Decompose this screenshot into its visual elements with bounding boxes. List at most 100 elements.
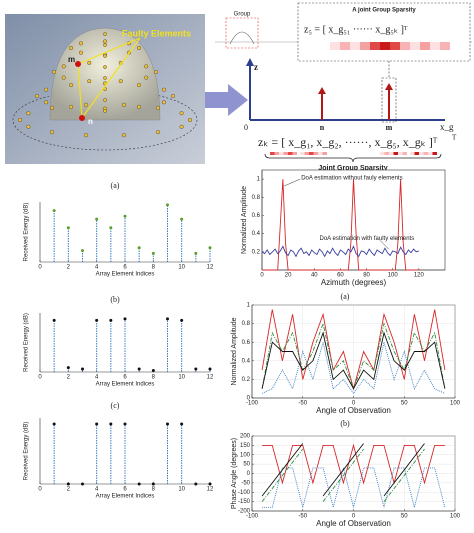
element-dot bbox=[84, 102, 89, 107]
plot-area bbox=[40, 313, 210, 372]
x-tick-label: 0 bbox=[352, 401, 356, 407]
y-axis-label: Received Energy (dB) bbox=[24, 422, 30, 481]
cell bbox=[398, 152, 403, 155]
y-axis-label: Phase Angle (degrees) bbox=[231, 438, 238, 509]
y-tick-label: 0 bbox=[247, 396, 251, 402]
stem-marker bbox=[123, 214, 127, 218]
x-tick-label: 120 bbox=[414, 273, 425, 279]
y-tick-label: 0.8 bbox=[242, 321, 251, 327]
x-tick-label: -100 bbox=[246, 514, 259, 520]
stem-marker bbox=[151, 369, 155, 373]
y-tick-label: 1 bbox=[247, 303, 251, 309]
stem-marker bbox=[137, 246, 141, 250]
x-tick-label: 4 bbox=[95, 487, 99, 493]
group-box bbox=[225, 17, 259, 49]
y-axis-label: Normalized Amplitude bbox=[231, 317, 238, 385]
pointer bbox=[77, 37, 141, 65]
element-dot bbox=[155, 105, 160, 110]
element-dot bbox=[68, 46, 73, 51]
element-dot bbox=[179, 111, 184, 116]
y-tick-label: 0.2 bbox=[242, 377, 251, 383]
x-tick-label: 50 bbox=[401, 514, 408, 520]
x-tick-label: 10 bbox=[178, 375, 185, 381]
stem-marker bbox=[95, 217, 99, 221]
x-tick-label: 40 bbox=[311, 273, 318, 279]
y-tick-label: -50 bbox=[241, 480, 250, 486]
caption: (b) bbox=[110, 295, 120, 304]
annotation-arrow bbox=[379, 239, 389, 250]
x-tick-label: 6 bbox=[123, 375, 127, 381]
x-tick-label: 0 bbox=[260, 273, 264, 279]
stem-marker bbox=[66, 226, 70, 230]
caption: (c) bbox=[111, 401, 120, 410]
x-tick-label: 4 bbox=[95, 265, 99, 271]
element-dot bbox=[103, 98, 107, 102]
y-axis-label: Received Energy (dB) bbox=[24, 203, 30, 262]
joint-caption: Joint Group Sparsity bbox=[318, 165, 387, 172]
element-dot bbox=[87, 79, 92, 84]
series-line bbox=[262, 179, 419, 271]
element-dot bbox=[121, 102, 126, 107]
cell bbox=[428, 152, 433, 155]
brace bbox=[264, 153, 442, 163]
cell bbox=[309, 152, 314, 155]
z5-equation: z₅ = [ x_g₅₁ ······ x_g₅ₖ ]ᵀ bbox=[304, 24, 408, 35]
element-dot bbox=[52, 69, 57, 74]
faulty-label: Faulty Elements bbox=[122, 28, 191, 38]
element-dot bbox=[87, 60, 92, 65]
cell bbox=[270, 152, 275, 155]
y-tick-label: 200 bbox=[240, 434, 251, 440]
arrow bbox=[205, 84, 248, 116]
x-axis-label: Angle of Observation bbox=[316, 519, 391, 528]
x-tick-label: 8 bbox=[152, 487, 156, 493]
x-tick-label: 2 bbox=[67, 487, 71, 493]
xg-label: x_g bbox=[440, 122, 454, 132]
stem-marker bbox=[137, 367, 141, 371]
series-line bbox=[261, 245, 420, 258]
x-tick-label: 12 bbox=[207, 487, 214, 493]
x-tick-label: -100 bbox=[246, 401, 259, 407]
pointer bbox=[81, 37, 141, 119]
y-tick-label: 1 bbox=[257, 177, 261, 183]
x-tick-label: 100 bbox=[450, 401, 461, 407]
cell bbox=[414, 152, 419, 155]
element-dot bbox=[136, 83, 141, 88]
x-tick-label: 8 bbox=[152, 265, 156, 271]
element-dot bbox=[68, 83, 73, 88]
x-tick-label: 20 bbox=[285, 273, 292, 279]
cell bbox=[292, 152, 297, 155]
x-tick-label: 2 bbox=[67, 265, 71, 271]
y-tick-label: 0.6 bbox=[252, 213, 261, 219]
x-axis-label: Angle of Observation bbox=[316, 406, 391, 415]
array-image: Faulty Elements m n bbox=[5, 14, 205, 164]
x-tick-label: 100 bbox=[388, 273, 399, 279]
element-dot bbox=[103, 32, 107, 36]
x-tick-label: 10 bbox=[178, 265, 185, 271]
element-dot bbox=[121, 133, 126, 138]
cell bbox=[340, 42, 350, 50]
stem-marker bbox=[180, 217, 184, 221]
element-dot bbox=[144, 64, 149, 69]
element-dot bbox=[179, 124, 184, 129]
element-dot bbox=[26, 124, 31, 129]
cell bbox=[288, 152, 293, 155]
caption: (a) bbox=[111, 181, 120, 190]
cell bbox=[330, 42, 340, 50]
y-axis-label: Normalized Amplitude bbox=[241, 186, 248, 254]
arrowhead bbox=[318, 87, 326, 94]
faulty-dot bbox=[75, 61, 81, 67]
element-dot bbox=[161, 100, 166, 105]
stem-marker bbox=[180, 318, 184, 322]
stem-marker bbox=[194, 251, 198, 255]
series-line bbox=[262, 443, 445, 485]
cell bbox=[318, 152, 323, 155]
cell bbox=[380, 152, 385, 155]
origin-label: 0 bbox=[244, 123, 248, 132]
y-tick-label: 0.4 bbox=[242, 358, 251, 364]
arrowhead bbox=[385, 83, 393, 90]
y-axis-label: Received Energy (dB) bbox=[24, 313, 30, 372]
annotation: DoA estimation without fauly elements bbox=[301, 176, 402, 182]
x-tick-label: 0 bbox=[352, 514, 356, 520]
x-axis-label: Azimuth (degrees) bbox=[321, 278, 387, 287]
